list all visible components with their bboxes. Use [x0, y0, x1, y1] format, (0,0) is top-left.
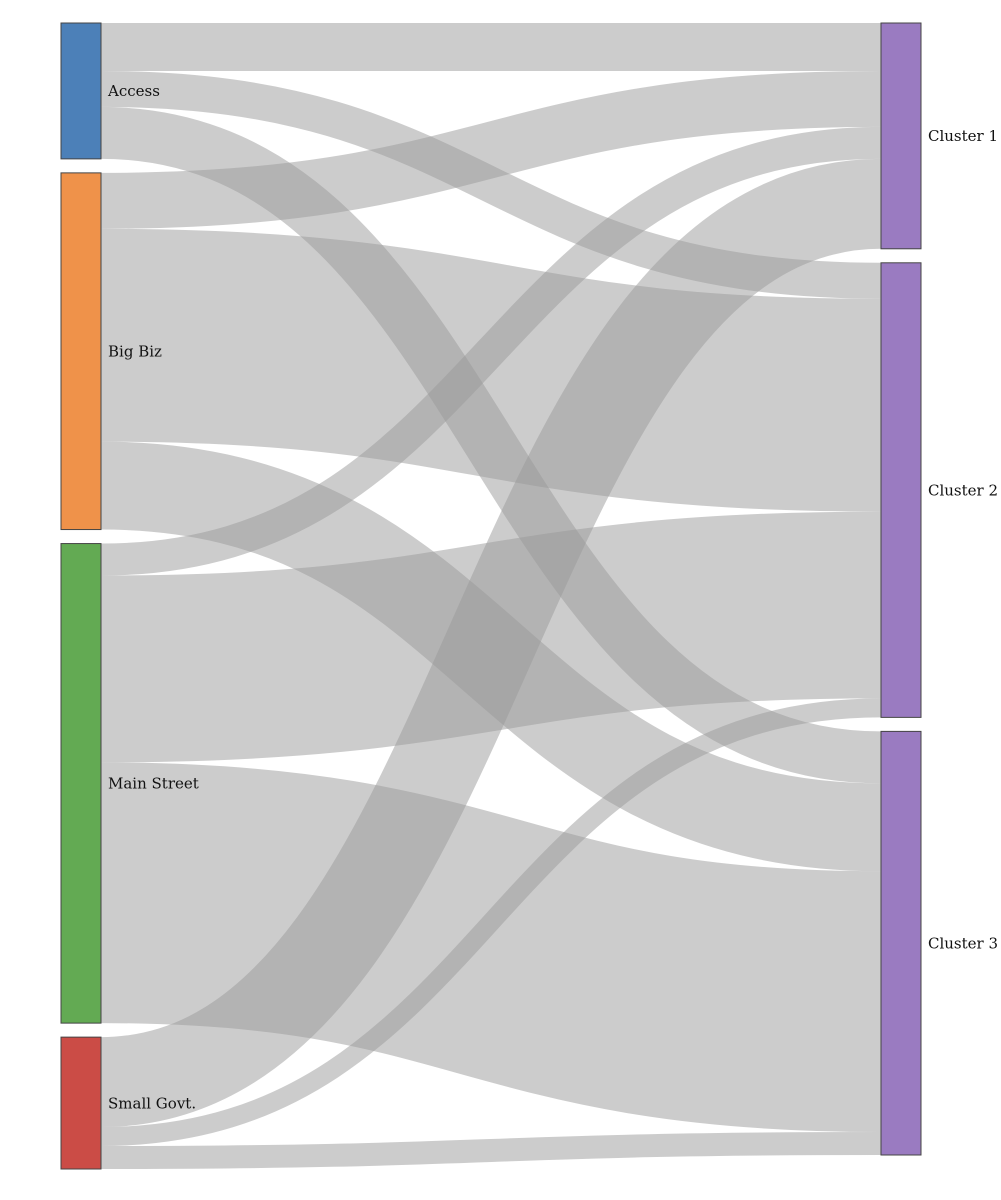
- node-label-cluster1: Cluster 1: [928, 127, 998, 145]
- link-small-govt-to-cluster1: [99, 158, 883, 1128]
- node-label-access: Access: [107, 82, 160, 100]
- link-small-govt-to-cluster3: [100, 1132, 882, 1169]
- link-small-govt-to-cluster2: [100, 698, 882, 1147]
- link-main-street-to-cluster1: [100, 126, 882, 576]
- node-label-cluster2: Cluster 2: [928, 481, 998, 499]
- node-main-street: [60, 543, 102, 1024]
- node-big-biz: [60, 172, 102, 531]
- node-small-govt: [60, 1036, 102, 1170]
- node-label-big-biz: Big Biz: [108, 342, 162, 360]
- labels-layer: Access Big Biz Main Street Small Govt. Clust…: [107, 82, 998, 1112]
- node-cluster3: [880, 730, 922, 1156]
- node-cluster1: [880, 22, 922, 250]
- link-big-biz-to-cluster1: [100, 70, 882, 229]
- node-label-small-govt: Small Govt.: [108, 1094, 196, 1112]
- link-main-street-to-cluster3: [100, 762, 882, 1133]
- links-layer: [99, 22, 883, 1169]
- node-label-cluster3: Cluster 3: [928, 934, 998, 952]
- node-cluster2: [880, 262, 922, 718]
- node-access: [60, 22, 102, 160]
- node-label-main-street: Main Street: [108, 775, 199, 793]
- nodes-layer: [60, 22, 922, 1170]
